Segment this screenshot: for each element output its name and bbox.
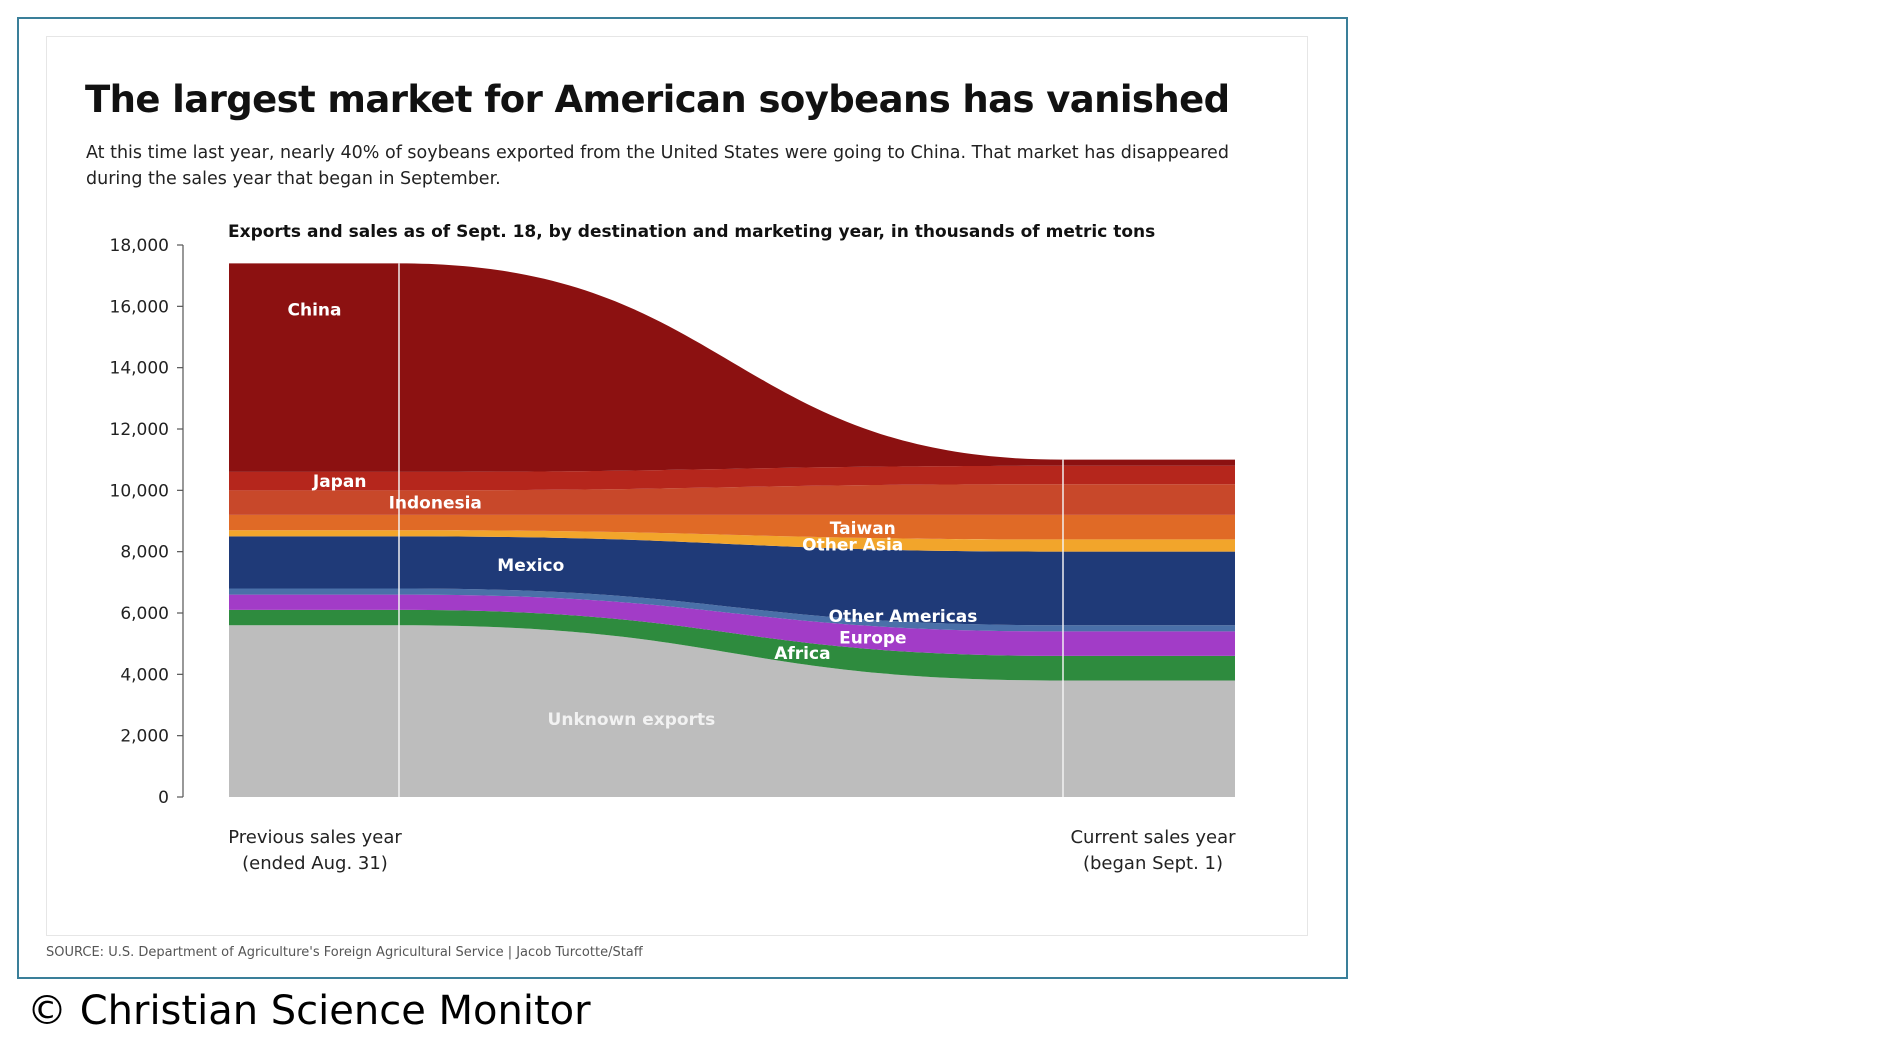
chart-heading: Exports and sales as of Sept. 18, by des… (228, 222, 1155, 242)
x-label-line2: (began Sept. 1) (1083, 853, 1223, 874)
y-tick-label: 4,000 (120, 665, 169, 685)
copyright-notice: © Christian Science Monitor (27, 988, 591, 1034)
series-label-indonesia: Indonesia (389, 494, 482, 514)
area-japan (229, 465, 1235, 491)
y-tick-label: 16,000 (110, 297, 169, 317)
y-tick-label: 14,000 (110, 359, 169, 379)
x-axis-labels: Previous sales year (ended Aug. 31) Curren… (228, 827, 1236, 874)
series-label-china: China (288, 301, 342, 321)
area-unknown-exports (229, 625, 1235, 797)
y-tick-label: 2,000 (120, 727, 169, 747)
series-label-other-americas: Other Americas (829, 607, 978, 627)
series-label-japan: Japan (312, 472, 367, 492)
area-taiwan (229, 514, 1235, 540)
area-other-americas (229, 588, 1235, 632)
area-europe (229, 594, 1235, 656)
series-label-africa: Africa (774, 644, 830, 664)
x-label-line1: Current sales year (1070, 827, 1236, 848)
x-label-line2: (ended Aug. 31) (242, 853, 388, 874)
area-africa (229, 609, 1235, 681)
chart-main-title: The largest market for American soybeans… (85, 78, 1230, 121)
y-tick-label: 0 (158, 788, 169, 808)
year-dividers (398, 263, 1064, 797)
series-label-unknown-exports: Unknown exports (548, 710, 716, 730)
y-tick-label: 10,000 (110, 481, 169, 501)
stacked-areas (229, 263, 1235, 797)
source-note: SOURCE: U.S. Department of Agriculture's… (46, 945, 643, 960)
series-label-taiwan: Taiwan (830, 519, 896, 539)
y-tick-label: 6,000 (120, 604, 169, 624)
series-label-mexico: Mexico (497, 556, 564, 576)
series-label-europe: Europe (839, 628, 906, 648)
series-label-other-asia: Other Asia (802, 536, 903, 556)
y-tick-label: 8,000 (120, 543, 169, 563)
y-tick-label: 12,000 (110, 420, 169, 440)
area-china (229, 263, 1235, 472)
y-tick-label: 18,000 (110, 236, 169, 256)
area-other-asia (229, 530, 1235, 552)
y-axis: 0 2,000 4,000 6,000 8,000 10,000 12,000 14,000 1… (110, 236, 184, 808)
area-indonesia (229, 484, 1235, 515)
area-mexico (229, 536, 1235, 626)
chart-subtitle: At this time last year, nearly 40% of so… (86, 143, 1229, 189)
x-label-line1: Previous sales year (228, 827, 402, 848)
